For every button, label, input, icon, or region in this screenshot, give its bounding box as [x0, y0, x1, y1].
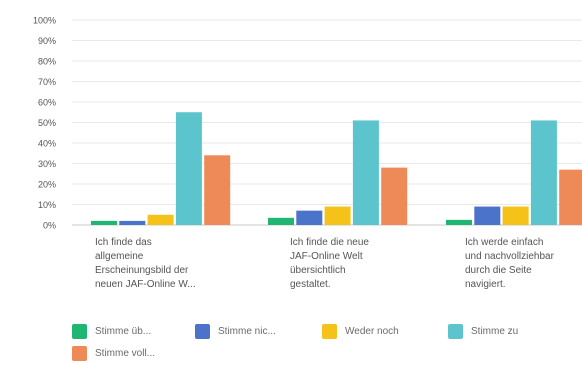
legend-item-stimme-ueberhaupt[interactable]: Stimme üb...	[72, 324, 151, 339]
bar	[119, 220, 146, 225]
x-category-label: Ich finde das allgemeine Erscheinungsbild …	[95, 237, 196, 290]
bar	[559, 169, 582, 225]
y-tick-label: 60%	[38, 98, 56, 108]
bar	[324, 206, 351, 225]
x-category-label-line: und nachvollziehbar	[465, 251, 555, 262]
bar	[502, 206, 529, 225]
legend-swatch-green	[72, 324, 87, 339]
y-tick-label: 20%	[38, 180, 56, 190]
legend-item-weder-noch[interactable]: Weder noch	[322, 324, 399, 339]
x-category-label-line: neuen JAF-Online W...	[95, 279, 196, 290]
legend-swatch-yellow	[322, 324, 337, 339]
legend-label: Stimme nic...	[218, 326, 276, 337]
legend-swatch-teal	[448, 324, 463, 339]
bar	[204, 155, 231, 225]
x-category-label-line: Ich finde das	[95, 237, 152, 248]
bar	[446, 219, 472, 225]
bar	[175, 112, 202, 225]
bar	[296, 210, 323, 225]
bar	[268, 217, 294, 225]
bar	[381, 167, 408, 225]
y-tick-label: 80%	[38, 57, 56, 67]
x-category-label-line: allgemeine	[95, 251, 144, 262]
legend-label: Stimme zu	[471, 326, 519, 337]
x-category-label-line: JAF-Online Welt	[290, 251, 363, 262]
legend-swatch-blue	[195, 324, 210, 339]
x-category-label: Ich werde einfach und nachvollziehbar durc…	[465, 237, 555, 290]
x-category-label-line: übersichtlich	[290, 265, 346, 276]
y-tick-label: 70%	[38, 77, 56, 87]
y-tick-label: 10%	[38, 200, 56, 210]
y-tick-label: 90%	[38, 36, 56, 46]
x-category-label-line: gestaltet.	[290, 279, 331, 290]
x-category-label-line: navigiert.	[465, 279, 506, 290]
x-category-label-line: durch die Seite	[465, 265, 532, 276]
x-category-label-line: Ich finde die neue	[290, 237, 369, 248]
legend-label: Weder noch	[345, 326, 399, 337]
y-tick-label: 50%	[38, 118, 56, 128]
y-tick-label: 0%	[43, 221, 56, 231]
chart-legend: Stimme üb... Stimme nic... Weder noch St…	[72, 322, 572, 361]
y-tick-label: 40%	[38, 139, 56, 149]
bar	[147, 214, 174, 225]
legend-label: Stimme voll...	[95, 348, 156, 359]
bar	[91, 220, 117, 225]
legend-swatch-orange	[72, 346, 87, 361]
legend-item-stimme-zu[interactable]: Stimme zu	[448, 324, 518, 339]
y-tick-label: 30%	[38, 159, 56, 169]
x-category-label-line: Ich werde einfach	[465, 237, 543, 248]
bar	[474, 206, 501, 225]
legend-item-stimme-voll[interactable]: Stimme voll...	[72, 346, 155, 361]
bar	[352, 120, 379, 225]
legend-item-stimme-nicht[interactable]: Stimme nic...	[195, 324, 276, 339]
x-category-label: Ich finde die neue JAF-Online Welt übersic…	[290, 237, 369, 290]
bar	[530, 120, 557, 225]
y-tick-label: 100%	[33, 16, 56, 26]
legend-label: Stimme üb...	[95, 326, 152, 337]
x-category-label-line: Erscheinungsbild der	[95, 265, 189, 276]
